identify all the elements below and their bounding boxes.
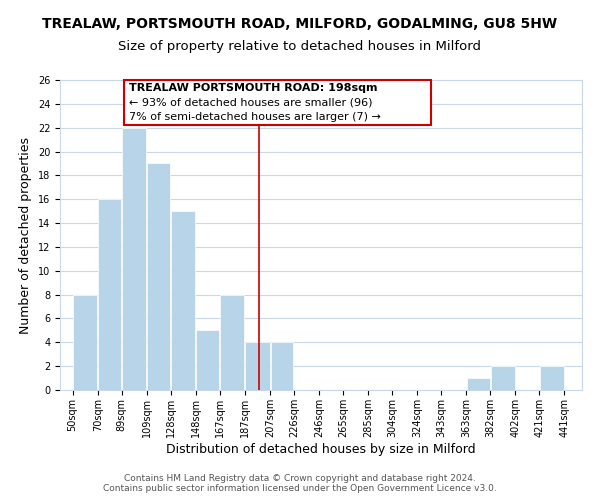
Bar [98,199,121,390]
X-axis label: Distribution of detached houses by size in Milford: Distribution of detached houses by size … [166,442,476,456]
Y-axis label: Number of detached properties: Number of detached properties [19,136,32,334]
Text: Contains public sector information licensed under the Open Government Licence v3: Contains public sector information licen… [103,484,497,493]
Bar [271,342,293,390]
Text: 7% of semi-detached houses are larger (7) →: 7% of semi-detached houses are larger (7… [129,112,381,122]
Bar [171,211,196,390]
Bar [467,378,490,390]
Bar [245,342,269,390]
Bar [122,128,146,390]
Text: Size of property relative to detached houses in Milford: Size of property relative to detached ho… [119,40,482,53]
Bar [220,294,244,390]
Bar [147,164,170,390]
Bar [73,294,97,390]
Text: TREALAW, PORTSMOUTH ROAD, MILFORD, GODALMING, GU8 5HW: TREALAW, PORTSMOUTH ROAD, MILFORD, GODAL… [43,18,557,32]
Bar [196,330,219,390]
FancyBboxPatch shape [124,80,431,126]
Text: TREALAW PORTSMOUTH ROAD: 198sqm: TREALAW PORTSMOUTH ROAD: 198sqm [129,83,377,93]
Bar [540,366,564,390]
Text: ← 93% of detached houses are smaller (96): ← 93% of detached houses are smaller (96… [129,98,373,108]
Text: Contains HM Land Registry data © Crown copyright and database right 2024.: Contains HM Land Registry data © Crown c… [124,474,476,483]
Bar [491,366,515,390]
